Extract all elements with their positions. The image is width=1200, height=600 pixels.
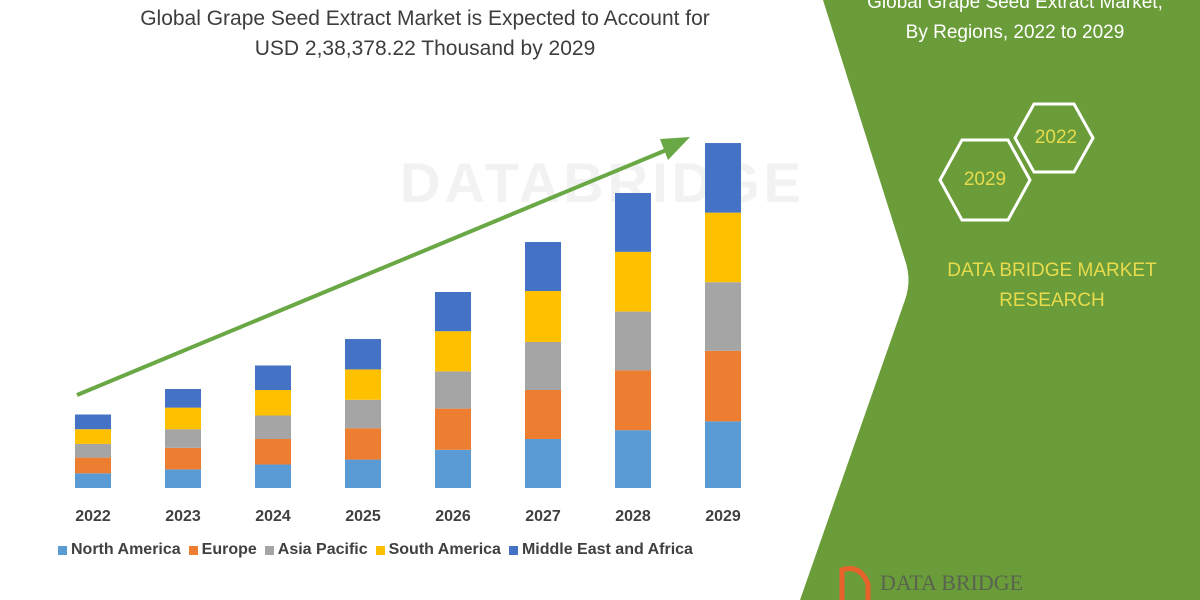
bar-segment-2029-asia-pacific xyxy=(705,282,741,351)
x-tick-label: 2024 xyxy=(255,508,291,525)
legend-item: North America xyxy=(58,541,181,559)
legend-item: South America xyxy=(375,541,501,559)
bar-segment-2029-europe xyxy=(705,350,741,422)
bar-segment-2022-europe xyxy=(75,457,111,474)
x-tick-label: 2025 xyxy=(345,508,381,525)
x-tick-label: 2023 xyxy=(165,508,201,525)
legend-item: Middle East and Africa xyxy=(508,541,693,559)
bar-segment-2027-north-america xyxy=(525,439,561,488)
legend-label: Middle East and Africa xyxy=(521,541,693,558)
legend-swatch xyxy=(188,545,198,555)
bar-segment-2023-asia-pacific xyxy=(165,429,201,448)
bar-segment-2024-middle-east-and-africa xyxy=(255,365,291,390)
legend: North America Europe Asia Pacific South Ame… xyxy=(58,541,693,559)
green-panel xyxy=(800,0,1200,600)
hexagon-2022 xyxy=(1013,102,1095,174)
chart-title: Global Grape Seed Extract Market is Expe… xyxy=(40,4,810,64)
x-tick-label: 2026 xyxy=(435,508,471,525)
bar-segment-2028-asia-pacific xyxy=(615,311,651,371)
legend-swatch xyxy=(58,545,67,555)
bar-segment-2028-north-america xyxy=(615,430,651,488)
legend-label: South America xyxy=(388,541,501,558)
bar-segment-2024-asia-pacific xyxy=(255,415,291,439)
side-panel-title: Global Grape Seed Extract Market, By Reg… xyxy=(840,0,1190,48)
bar-segment-2023-middle-east-and-africa xyxy=(165,389,201,408)
bar-segment-2022-south-america xyxy=(75,429,111,444)
brand-line-1: DATA BRIDGE MARKET xyxy=(947,260,1157,281)
side-title-line-1: Global Grape Seed Extract Market, xyxy=(867,0,1163,13)
hex-label-2029: 2029 xyxy=(963,169,1007,190)
side-title-line-2: By Regions, 2022 to 2029 xyxy=(905,22,1125,43)
x-tick-label: 2029 xyxy=(705,508,741,525)
trend-arrow-head xyxy=(660,137,690,160)
legend-label: North America xyxy=(71,541,181,558)
bar-segment-2027-europe xyxy=(525,390,561,439)
bar-segment-2026-south-america xyxy=(435,331,471,372)
legend-item: Europe xyxy=(188,541,257,559)
logo-text: DATA BRIDGE xyxy=(880,570,1024,595)
bar-segment-2023-europe xyxy=(165,447,201,470)
logo-mark xyxy=(839,566,871,600)
bar-segment-2025-north-america xyxy=(345,459,381,488)
bar-segment-2023-south-america xyxy=(165,407,201,430)
bar-segment-2026-north-america xyxy=(435,449,471,488)
bar-segment-2023-north-america xyxy=(165,469,201,488)
title-line-2: USD 2,38,378.22 Thousand by 2029 xyxy=(254,37,596,60)
legend-item: Asia Pacific xyxy=(264,541,368,559)
bar-segment-2029-middle-east-and-africa xyxy=(705,143,741,213)
title-line-1: Global Grape Seed Extract Market is Expe… xyxy=(140,7,710,30)
x-tick-label: 2028 xyxy=(615,508,651,525)
bar-segment-2022-asia-pacific xyxy=(75,443,111,458)
bar-segment-2022-north-america xyxy=(75,473,111,488)
legend-swatch xyxy=(264,545,274,555)
bar-segment-2024-south-america xyxy=(255,390,291,416)
bar-segment-2022-middle-east-and-africa xyxy=(75,414,111,430)
trend-arrow-line xyxy=(76,144,677,397)
bar-segment-2026-middle-east-and-africa xyxy=(435,292,471,332)
bar-segment-2024-europe xyxy=(255,439,291,465)
bar-segment-2027-middle-east-and-africa xyxy=(525,242,561,292)
bar-segment-2029-south-america xyxy=(705,212,741,283)
x-tick-label: 2027 xyxy=(525,508,561,525)
legend-swatch xyxy=(375,545,385,555)
bar-segment-2025-south-america xyxy=(345,369,381,400)
brand-text: DATA BRIDGE MARKET RESEARCH xyxy=(920,256,1184,316)
legend-label: Asia Pacific xyxy=(277,541,368,558)
brand-line-2: RESEARCH xyxy=(999,290,1105,311)
bar-segment-2027-south-america xyxy=(525,291,561,342)
hexagon-2029 xyxy=(938,138,1032,222)
bar-segment-2026-europe xyxy=(435,408,471,450)
bar-segment-2024-north-america xyxy=(255,464,291,488)
bar-segment-2028-middle-east-and-africa xyxy=(615,193,651,252)
bar-segment-2025-europe xyxy=(345,428,381,460)
bar-segment-2025-middle-east-and-africa xyxy=(345,339,381,370)
legend-label: Europe xyxy=(201,541,257,558)
bar-segment-2029-north-america xyxy=(705,421,741,488)
hex-label-2022: 2022 xyxy=(1034,127,1078,148)
legend-swatch xyxy=(508,545,518,555)
x-tick-label: 2022 xyxy=(75,508,111,525)
bar-segment-2025-asia-pacific xyxy=(345,399,381,429)
bar-segment-2027-asia-pacific xyxy=(525,341,561,390)
bar-segment-2028-europe xyxy=(615,370,651,431)
bar-segment-2026-asia-pacific xyxy=(435,371,471,409)
bar-segment-2028-south-america xyxy=(615,251,651,312)
